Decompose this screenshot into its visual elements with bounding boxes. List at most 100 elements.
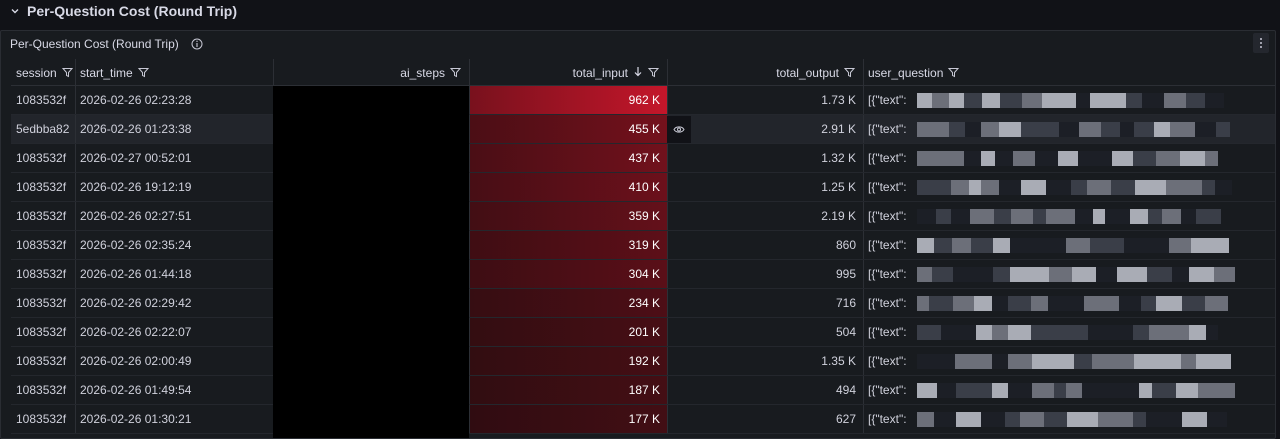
row-title: Per-Question Cost (Round Trip)	[27, 3, 237, 19]
redacted-text	[916, 179, 1232, 195]
session-value: 1083532f	[16, 238, 67, 252]
column-header-label: total_input	[572, 65, 628, 80]
total-output-value: 627	[835, 412, 856, 426]
cell-user-question: [{"text":	[863, 202, 1275, 230]
cell-total-input: 319 K	[469, 231, 667, 259]
cell-start-time: 2026-02-26 02:29:42	[75, 289, 273, 317]
total-output-value: 2.91 K	[821, 122, 856, 136]
cell-total-input: 192 K	[469, 347, 667, 375]
cell-total-output: 1.35 K	[667, 347, 863, 375]
total-output-value: 1.73 K	[821, 93, 856, 107]
filter-icon[interactable]	[948, 67, 960, 78]
start-time-value: 2026-02-26 01:44:18	[80, 267, 192, 281]
cell-user-question: [{"text":	[863, 260, 1275, 288]
total-input-value: 359 K	[628, 209, 660, 223]
cell-user-question: [{"text":	[863, 144, 1275, 172]
start-time-value: 2026-02-26 01:30:21	[80, 412, 192, 426]
column-header-label: total_output	[776, 65, 839, 80]
user-question-value: [{"text":	[868, 180, 907, 194]
session-value: 5edbba82	[16, 122, 70, 136]
table-panel: Per-Question Cost (Round Trip) session st…	[0, 30, 1276, 439]
user-question-value: [{"text":	[868, 209, 907, 223]
column-header-label: user_question	[868, 65, 944, 80]
cell-user-question: [{"text":	[863, 289, 1275, 317]
total-input-value: 192 K	[628, 354, 660, 368]
column-header-total-output[interactable]: total_output	[667, 59, 863, 86]
sort-desc-icon[interactable]	[633, 66, 643, 80]
cell-total-input: 437 K	[469, 144, 667, 172]
cell-session: 1083532f	[11, 260, 75, 288]
session-value: 1083532f	[16, 412, 67, 426]
total-input-value: 962 K	[628, 93, 660, 107]
column-header-total-input[interactable]: total_input	[469, 59, 667, 86]
filter-icon[interactable]	[844, 67, 855, 78]
row-header[interactable]: Per-Question Cost (Round Trip)	[0, 0, 1280, 22]
column-header-label: session	[16, 65, 57, 80]
cell-total-input: 234 K	[469, 289, 667, 317]
cell-session: 1083532f	[11, 231, 75, 259]
total-output-value: 1.35 K	[821, 354, 856, 368]
cell-start-time: 2026-02-27 00:52:01	[75, 144, 273, 172]
filter-icon[interactable]	[648, 67, 659, 78]
total-output-value: 716	[835, 296, 856, 310]
filter-icon[interactable]	[450, 67, 461, 78]
cell-session: 1083532f	[11, 405, 75, 433]
total-input-value: 437 K	[628, 151, 660, 165]
cell-total-output: 2.91 K	[667, 115, 863, 143]
info-icon[interactable]	[191, 38, 203, 50]
user-question-value: [{"text":	[868, 383, 907, 397]
start-time-value: 2026-02-26 02:22:07	[80, 325, 192, 339]
cell-user-question: [{"text":	[863, 231, 1275, 259]
user-question-value: [{"text":	[868, 296, 907, 310]
filter-icon[interactable]	[137, 67, 149, 78]
total-input-value: 177 K	[628, 412, 660, 426]
cell-total-output: 504	[667, 318, 863, 346]
filter-icon[interactable]	[61, 67, 73, 78]
chevron-down-icon[interactable]	[8, 4, 22, 18]
user-question-value: [{"text":	[868, 93, 907, 107]
column-header-session[interactable]: session	[11, 59, 75, 86]
session-value: 1083532f	[16, 151, 67, 165]
session-value: 1083532f	[16, 209, 67, 223]
redacted-text	[916, 324, 1218, 340]
user-question-value: [{"text":	[868, 122, 907, 136]
total-output-value: 504	[835, 325, 856, 339]
session-value: 1083532f	[16, 296, 67, 310]
redacted-text	[916, 353, 1231, 369]
cell-user-question: [{"text":	[863, 405, 1275, 433]
user-question-value: [{"text":	[868, 354, 907, 368]
total-output-value: 1.32 K	[821, 151, 856, 165]
cell-user-question: [{"text":	[863, 86, 1275, 114]
panel-menu-button[interactable]	[1253, 33, 1269, 53]
column-header-user-question[interactable]: user_question	[863, 59, 1275, 86]
cell-start-time: 2026-02-26 02:23:28	[75, 86, 273, 114]
cell-user-question: [{"text":	[863, 318, 1275, 346]
cell-user-question: [{"text":	[863, 376, 1275, 404]
column-header-start-time[interactable]: start_time	[75, 59, 273, 86]
start-time-value: 2026-02-26 02:00:49	[80, 354, 192, 368]
redacted-text	[916, 237, 1229, 253]
cell-start-time: 2026-02-26 02:35:24	[75, 231, 273, 259]
column-header-ai-steps[interactable]: ai_steps	[273, 59, 469, 86]
session-value: 1083532f	[16, 93, 67, 107]
start-time-value: 2026-02-26 02:23:28	[80, 93, 192, 107]
total-input-value: 304 K	[628, 267, 660, 281]
inspect-value-eye-icon[interactable]	[667, 116, 691, 143]
column-header-label: start_time	[80, 65, 133, 80]
session-value: 1083532f	[16, 383, 67, 397]
cell-start-time: 2026-02-26 02:00:49	[75, 347, 273, 375]
total-input-value: 234 K	[628, 296, 660, 310]
column-header-label: ai_steps	[400, 65, 445, 80]
